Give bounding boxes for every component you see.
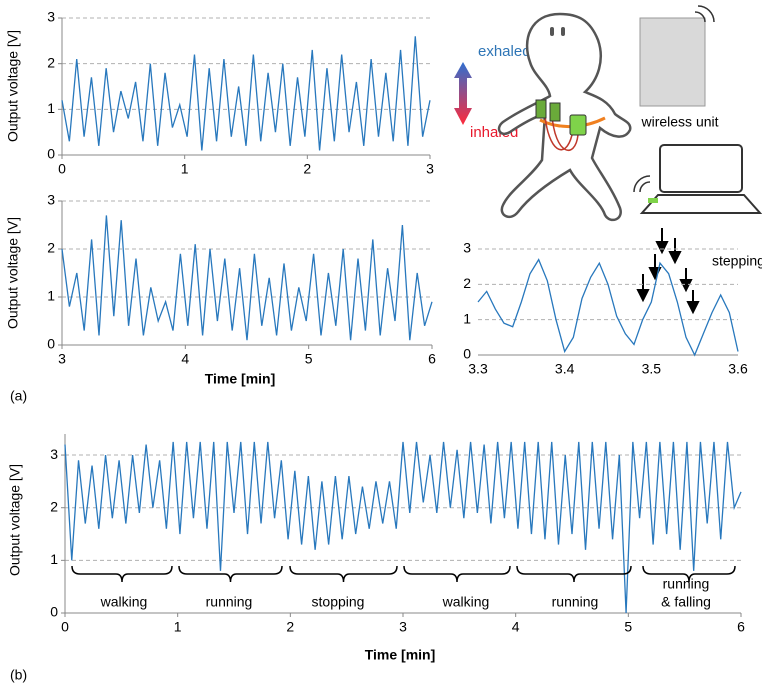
y-tick-label: 3 xyxy=(463,240,471,256)
brace xyxy=(71,565,173,583)
segment-label: running xyxy=(206,594,253,610)
exhaled-label: exhaled xyxy=(478,43,531,60)
segment-label: walking xyxy=(442,594,490,610)
y-tick-label: 2 xyxy=(463,275,471,291)
x-tick-label: 6 xyxy=(428,351,436,367)
x-axis-label: Time [min] xyxy=(365,647,436,663)
wireless-unit-label: wireless unit xyxy=(640,114,718,130)
y-tick-label: 1 xyxy=(50,551,58,567)
y-tick-label: 2 xyxy=(47,240,55,256)
y-tick-label: 3 xyxy=(47,192,55,208)
data-line xyxy=(61,36,431,151)
x-tick-label: 3 xyxy=(399,619,407,635)
y-tick-label: 2 xyxy=(47,54,55,70)
data-line xyxy=(477,258,739,357)
x-tick-label: 3 xyxy=(426,161,434,177)
x-axis-label: Time [min] xyxy=(205,371,276,387)
x-tick-label: 1 xyxy=(174,619,182,635)
x-tick-label: 3.6 xyxy=(728,361,748,377)
x-tick-label: 3.4 xyxy=(555,361,575,377)
wires xyxy=(544,114,579,152)
segment-label: stopping xyxy=(312,594,365,610)
brace xyxy=(516,565,632,583)
panel-label: (a) xyxy=(10,388,27,404)
person xyxy=(497,12,632,222)
x-tick-label: 2 xyxy=(286,619,294,635)
x-tick-label: 0 xyxy=(61,619,69,635)
y-tick-label: 0 xyxy=(47,336,55,352)
brace xyxy=(178,565,283,583)
signal xyxy=(694,5,715,23)
segment-label: running xyxy=(552,594,599,610)
x-tick-label: 2 xyxy=(303,161,311,177)
transmitter xyxy=(569,114,587,136)
x-tick-label: 3.5 xyxy=(642,361,662,377)
arrow-head xyxy=(668,251,682,265)
y-tick-label: 1 xyxy=(47,100,55,116)
panel-label: (b) xyxy=(10,667,27,683)
arrow-head xyxy=(636,289,650,303)
y-tick-label: 1 xyxy=(47,288,55,304)
data-line xyxy=(61,215,433,341)
segment-label: walking xyxy=(100,594,148,610)
y-tick-label: 0 xyxy=(463,346,471,362)
arrow-head xyxy=(679,279,693,293)
x-tick-label: 4 xyxy=(512,619,520,635)
x-tick-label: 3.3 xyxy=(468,361,488,377)
breath-arrow xyxy=(454,62,472,125)
y-axis-label: Output voltage [V] xyxy=(7,464,23,576)
eye xyxy=(561,27,565,36)
y-tick-label: 0 xyxy=(47,146,55,162)
brace xyxy=(289,565,398,583)
eye xyxy=(550,27,554,36)
segment-label: & falling xyxy=(661,594,711,610)
x-tick-label: 5 xyxy=(624,619,632,635)
y-tick-label: 3 xyxy=(50,446,58,462)
laptop-dongle xyxy=(648,198,658,203)
signal xyxy=(633,175,651,193)
wireless-unit xyxy=(639,17,706,107)
y-tick-label: 2 xyxy=(50,498,58,514)
sensor xyxy=(549,102,561,122)
y-axis-label: Output voltage [V] xyxy=(5,30,21,142)
x-tick-label: 4 xyxy=(181,351,189,367)
x-tick-label: 5 xyxy=(305,351,313,367)
arrow-head xyxy=(655,241,669,255)
laptop-screen xyxy=(659,144,743,193)
y-tick-label: 0 xyxy=(50,604,58,620)
laptop-keyboard xyxy=(639,194,762,214)
brace xyxy=(642,565,736,583)
x-tick-label: 3 xyxy=(58,351,66,367)
sensor xyxy=(535,99,547,119)
x-tick-label: 6 xyxy=(737,619,745,635)
segment-label: running xyxy=(663,576,710,592)
y-axis-label: Output voltage [V] xyxy=(5,217,21,329)
y-tick-label: 3 xyxy=(47,9,55,25)
y-tick-label: 1 xyxy=(463,310,471,326)
illustration: exhaled inhaled wireless unit xyxy=(454,5,762,222)
data-line xyxy=(64,441,742,614)
arrow-head xyxy=(686,301,700,315)
x-tick-label: 0 xyxy=(58,161,66,177)
annotation: stepping xyxy=(712,253,762,269)
brace xyxy=(403,565,511,583)
step-arrows xyxy=(636,228,700,315)
x-tick-label: 1 xyxy=(181,161,189,177)
